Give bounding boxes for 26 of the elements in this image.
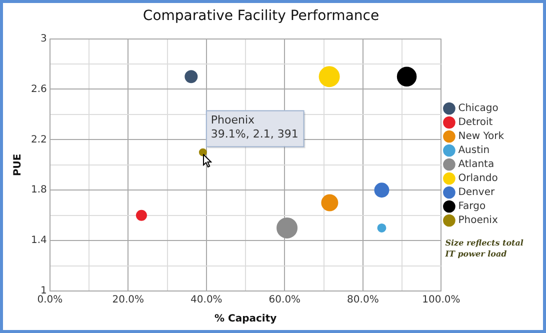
legend-label: Austin xyxy=(458,145,490,156)
legend-label: Phoenix xyxy=(458,215,498,226)
y-tick-label: 1.8 xyxy=(30,184,47,196)
x-tick-label: 40.0% xyxy=(190,294,222,306)
x-tick-label: 80.0% xyxy=(347,294,379,306)
y-axis-title: PUE xyxy=(12,154,24,176)
legend-label: Denver xyxy=(458,187,496,198)
chart-title: Comparative Facility Performance xyxy=(142,8,380,24)
legend-label: Chicago xyxy=(458,103,498,114)
x-tick-label: 60.0% xyxy=(268,294,301,306)
x-tick-label: 0.0% xyxy=(37,294,63,306)
text: Size reflects total IT power load xyxy=(444,238,524,259)
y-tick-label: 1.4 xyxy=(30,235,47,246)
legend-label: Detroit xyxy=(458,117,493,128)
y-tick-label: 2.6 xyxy=(30,84,47,95)
y-tick-label: 3 xyxy=(40,33,47,44)
annotation: Phoenix 39.1%, 2.1, 391 xyxy=(210,114,298,141)
x-tick-label: 100.0% xyxy=(422,294,460,306)
legend-label: Fargo xyxy=(458,201,486,212)
y-tick-label: 1 xyxy=(40,286,47,297)
x-axis-title: % Capacity xyxy=(214,314,278,325)
legend-label: Orlando xyxy=(458,173,498,184)
x-tick-label: 20.0% xyxy=(112,294,144,306)
legend-label: Atlanta xyxy=(458,159,494,170)
legend-label: New York xyxy=(458,131,504,142)
y-tick-label: 2.2 xyxy=(30,134,47,146)
